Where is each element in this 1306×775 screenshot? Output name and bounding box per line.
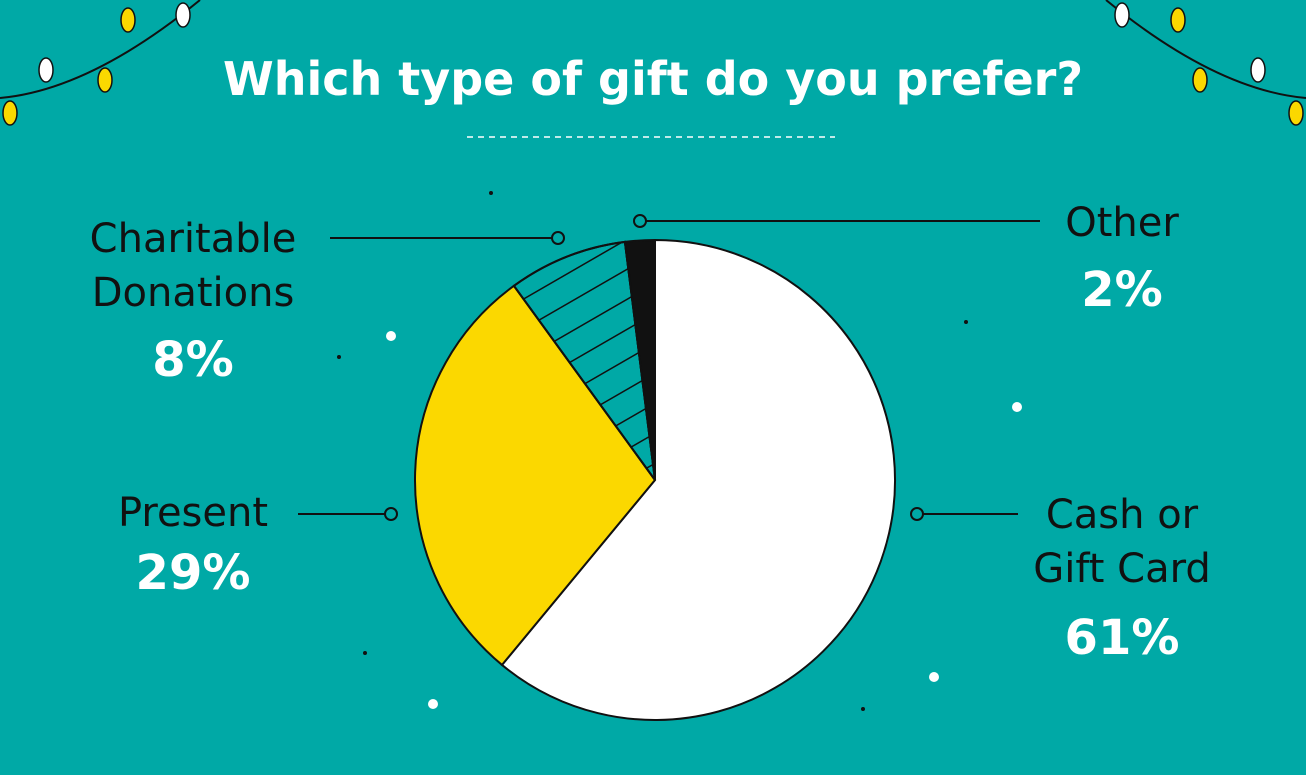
category-label: Charitable Donations (89, 216, 297, 316)
category-label: Other (1065, 200, 1179, 246)
category-label: Present (117, 490, 269, 536)
slice-hatch (512, 240, 656, 481)
decoration (0, 0, 1306, 521)
pie-slice (500, 238, 896, 721)
category-label: Cash or Gift Card (1033, 492, 1211, 592)
dots (337, 191, 1022, 711)
pie-slice (414, 284, 657, 667)
lights (2, 2, 1304, 126)
value-label: 61% (1064, 610, 1180, 666)
pie-slice (623, 238, 656, 481)
chart-title: Which type of gift do you prefer? (222, 52, 1084, 106)
value-label: 2% (1081, 262, 1163, 318)
value-label: 29% (135, 545, 251, 601)
value-label: 8% (152, 332, 234, 388)
